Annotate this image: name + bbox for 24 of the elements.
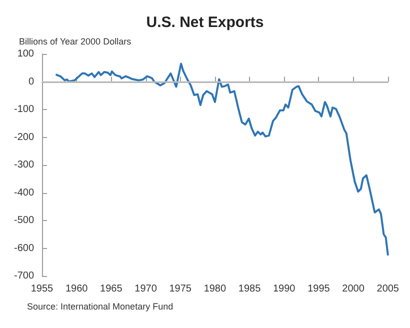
source-note: Source: International Monetary Fund [27, 302, 174, 312]
x-tick-label: 1965 [100, 284, 123, 294]
y-tick-label: 0 [28, 76, 34, 88]
x-tick-label: 2005 [376, 284, 400, 294]
x-tick-label: 1955 [30, 284, 54, 294]
y-tick-label: -400 [14, 187, 34, 198]
y-tick-label: -300 [14, 160, 34, 170]
chart-title: U.S. Net Exports [146, 14, 264, 31]
x-tick-label: 2000 [342, 284, 365, 294]
y-axis-title: Billions of Year 2000 Dollars [19, 36, 132, 46]
y-tick-label: -100 [14, 104, 34, 115]
line-series [56, 62, 389, 256]
y-tick-label: -200 [14, 132, 34, 143]
y-tick-label: -600 [14, 242, 34, 254]
x-tick-label: 1985 [238, 284, 262, 294]
y-tick-label: -700 [14, 270, 34, 282]
x-tick-label: 1970 [134, 284, 158, 294]
x-tick-label: 1975 [169, 284, 192, 294]
x-tick-label: 1960 [65, 284, 88, 294]
x-tick-label: 1995 [308, 284, 330, 294]
y-tick-label: 100 [17, 48, 34, 60]
x-tick-label: 1980 [204, 284, 226, 294]
y-tick-label: -500 [14, 215, 34, 226]
x-tick-label: 1990 [272, 284, 296, 294]
